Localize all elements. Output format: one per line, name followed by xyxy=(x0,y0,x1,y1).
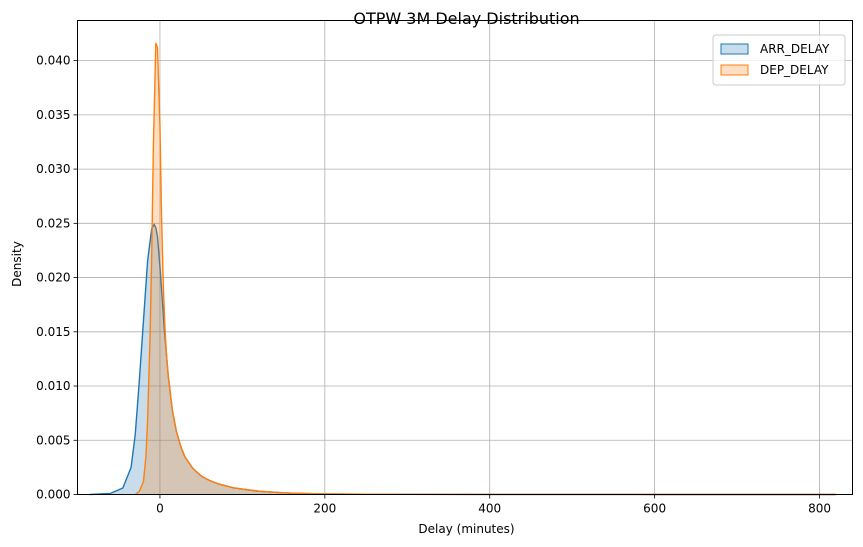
x-axis-label: Delay (minutes) xyxy=(418,522,514,536)
legend: ARR_DELAY DEP_DELAY xyxy=(712,34,846,86)
chart-title: OTPW 3M Delay Distribution xyxy=(353,9,579,28)
series-area-arr-delay xyxy=(89,224,837,495)
legend-swatch-dep-delay xyxy=(720,64,749,76)
y-tick-label: 0.015 xyxy=(36,325,70,339)
x-axis-ticks: 0 200 400 600 800 xyxy=(156,494,831,516)
series-layer xyxy=(89,42,837,496)
x-tick-label: 200 xyxy=(313,502,336,516)
series-area-dep-delay xyxy=(135,43,837,495)
y-tick-label: 0.035 xyxy=(36,108,70,122)
y-axis-label: Density xyxy=(10,241,24,287)
legend-label-dep-delay: DEP_DELAY xyxy=(760,63,829,77)
x-tick-label: 800 xyxy=(808,502,831,516)
y-tick-label: 0.030 xyxy=(36,162,70,176)
series-line-arr-delay xyxy=(89,223,837,496)
y-axis-ticks: 0.000 0.005 0.010 0.015 0.020 0.025 0.030 0.035… xyxy=(36,54,78,502)
y-tick-label: 0.025 xyxy=(36,216,70,230)
legend-swatch-arr-delay xyxy=(720,43,749,55)
y-tick-label: 0.020 xyxy=(36,271,70,285)
legend-frame xyxy=(712,34,846,86)
grid-lines xyxy=(77,20,853,495)
y-tick-label: 0.040 xyxy=(36,54,70,68)
y-tick-label: 0.010 xyxy=(36,379,70,393)
x-tick-label: 600 xyxy=(643,502,666,516)
plot-frame xyxy=(77,20,853,495)
series-line-dep-delay xyxy=(134,42,837,496)
y-tick-label: 0.005 xyxy=(36,433,70,447)
legend-label-arr-delay: ARR_DELAY xyxy=(760,42,830,56)
x-tick-label: 400 xyxy=(478,502,501,516)
y-tick-label: 0.000 xyxy=(36,488,70,502)
x-tick-label: 0 xyxy=(156,502,164,516)
